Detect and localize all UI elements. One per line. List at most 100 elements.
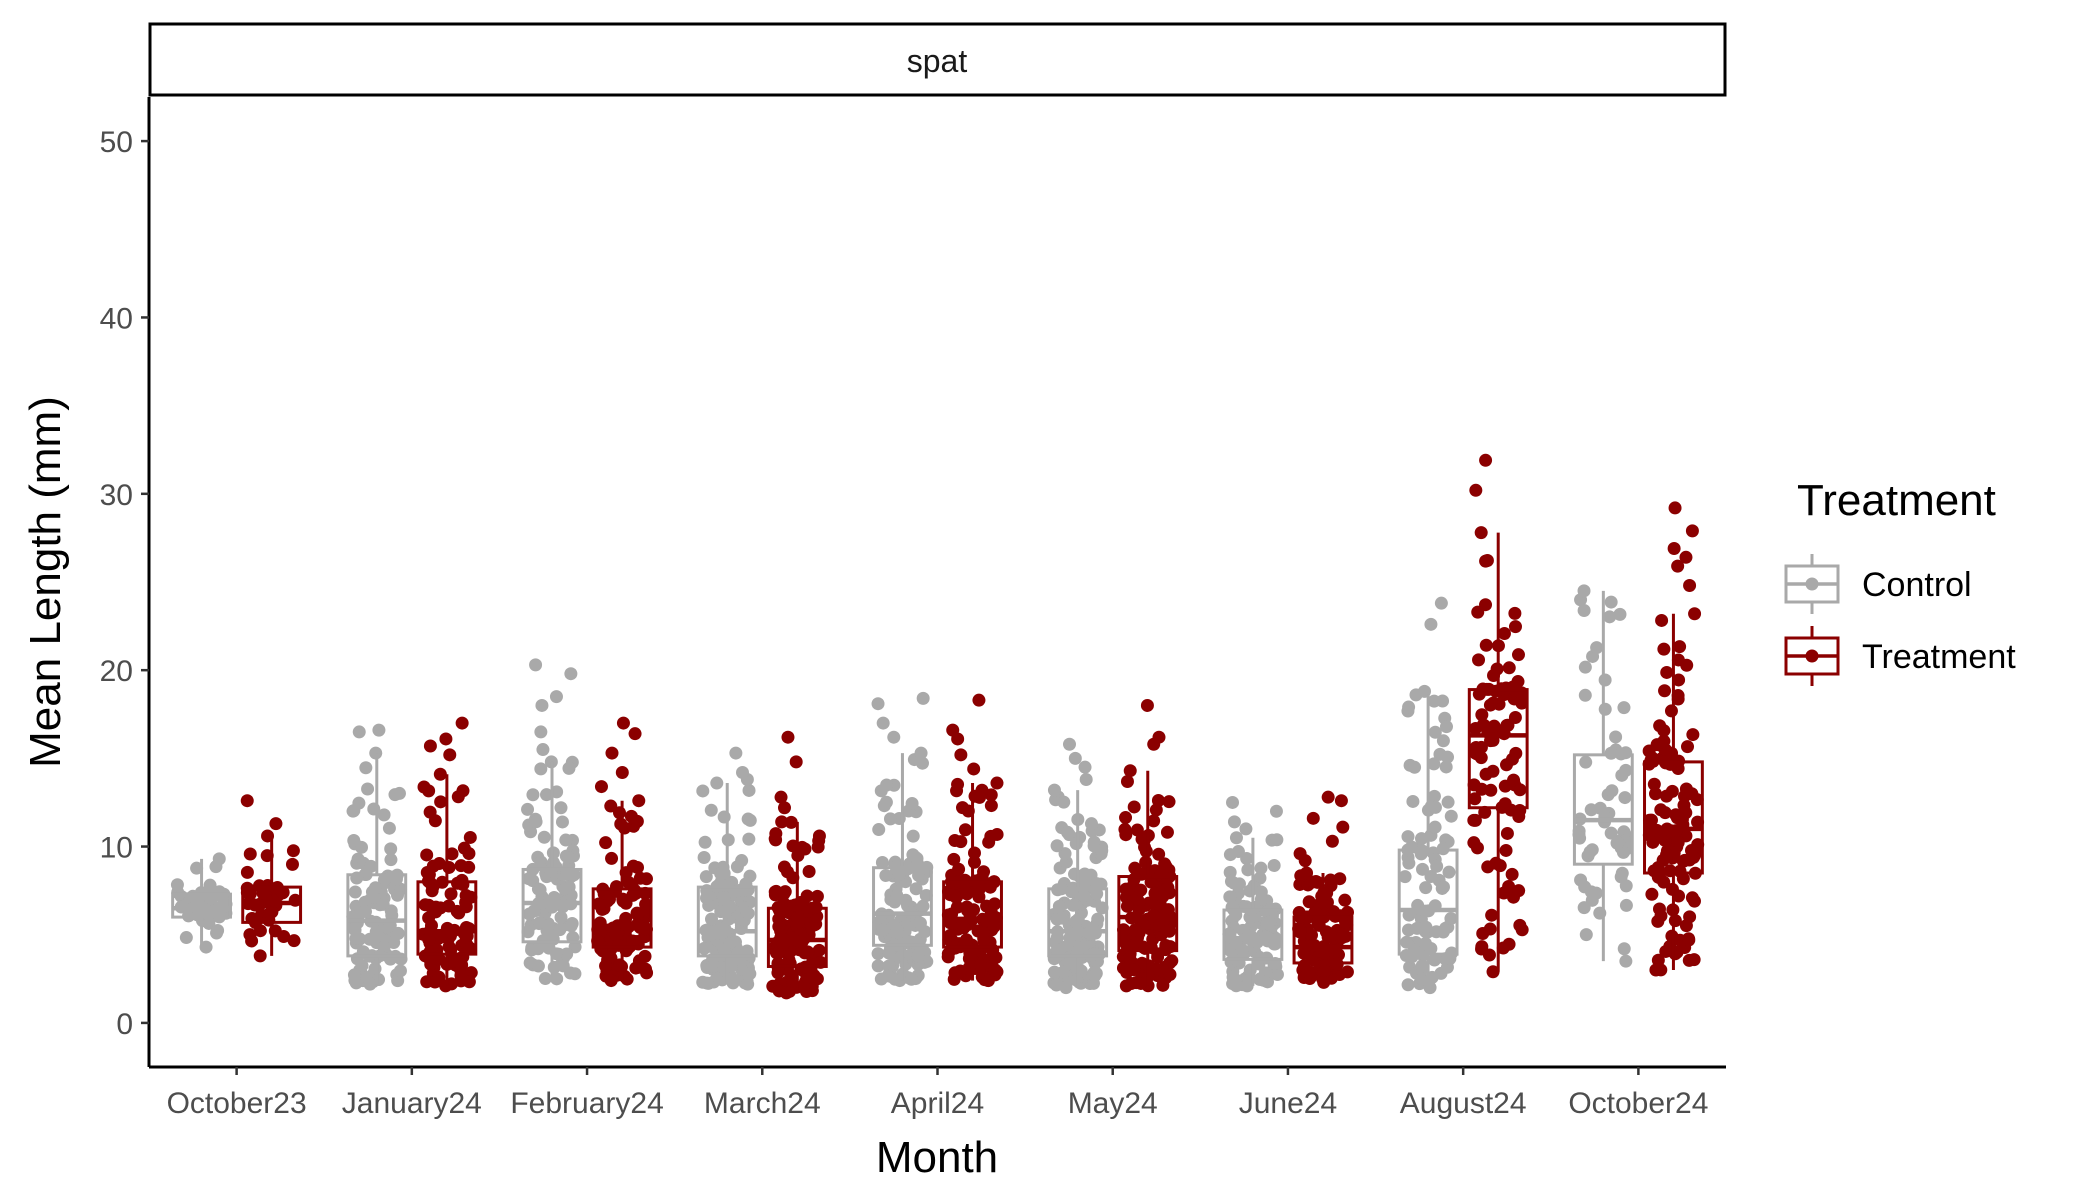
- data-point: [704, 803, 718, 817]
- data-point: [1269, 804, 1283, 818]
- data-point: [742, 832, 756, 846]
- data-point: [1468, 792, 1482, 806]
- data-point: [1673, 640, 1687, 654]
- data-point: [1669, 808, 1683, 822]
- data-point: [919, 888, 933, 902]
- data-point: [1500, 826, 1514, 840]
- data-point: [948, 966, 962, 980]
- x-axis-ticks: October23 January24 February24 March24 April…: [167, 1067, 1708, 1120]
- data-point: [1095, 844, 1109, 858]
- data-point: [1123, 951, 1137, 965]
- data-point: [609, 928, 623, 942]
- data-point: [1400, 935, 1414, 949]
- data-point: [616, 892, 630, 906]
- box-iqr: [591, 887, 653, 949]
- data-point: [1119, 811, 1133, 825]
- data-point: [1578, 660, 1592, 674]
- data-point: [1151, 794, 1165, 808]
- data-point: [560, 867, 574, 881]
- data-point: [1604, 746, 1618, 760]
- data-point: [1140, 698, 1154, 712]
- data-point: [1254, 861, 1268, 875]
- data-point: [631, 908, 645, 922]
- data-point: [1614, 870, 1628, 884]
- y-tick-label: 40: [100, 302, 133, 335]
- data-point: [1079, 773, 1093, 787]
- data-point: [1577, 901, 1591, 915]
- box-iqr: [1467, 688, 1529, 810]
- data-point: [564, 667, 578, 681]
- data-point: [352, 725, 366, 739]
- data-point: [1325, 834, 1339, 848]
- data-point: [1241, 863, 1255, 877]
- data-point: [1410, 921, 1424, 935]
- data-point: [1655, 613, 1669, 627]
- data-point: [1091, 912, 1105, 926]
- data-point: [911, 949, 925, 963]
- data-point: [1068, 751, 1082, 765]
- data-point: [871, 697, 885, 711]
- data-point: [621, 875, 635, 889]
- legend-title: Treatment: [1797, 476, 1996, 525]
- data-point: [812, 829, 826, 843]
- data-point: [536, 743, 550, 757]
- data-point: [1505, 752, 1519, 766]
- data-point: [443, 748, 457, 762]
- data-point: [1648, 787, 1662, 801]
- data-point: [1436, 734, 1450, 748]
- data-point: [1651, 953, 1665, 967]
- data-point: [1304, 928, 1318, 942]
- data-point: [1254, 892, 1268, 906]
- data-point: [1645, 887, 1659, 901]
- data-point: [887, 730, 901, 744]
- data-point: [618, 969, 632, 983]
- data-point: [892, 867, 906, 881]
- data-point: [1139, 855, 1153, 869]
- data-point: [984, 829, 998, 843]
- data-point: [253, 924, 267, 938]
- data-point: [1427, 757, 1441, 771]
- box-iqr: [1643, 760, 1704, 875]
- x-tick-label: August24: [1400, 1087, 1527, 1120]
- data-point: [810, 889, 824, 903]
- data-point: [1152, 730, 1166, 744]
- data-point: [1487, 719, 1501, 733]
- data-point: [774, 790, 788, 804]
- data-point: [916, 899, 930, 913]
- data-point: [1685, 891, 1699, 905]
- data-point: [1300, 866, 1314, 880]
- data-point: [1059, 981, 1073, 995]
- data-point: [1415, 832, 1429, 846]
- data-point: [347, 833, 361, 847]
- data-point: [562, 850, 576, 864]
- data-point: [433, 767, 447, 781]
- data-point: [1436, 925, 1450, 939]
- data-point: [1481, 860, 1495, 874]
- data-point: [1673, 864, 1687, 878]
- data-point: [1583, 845, 1597, 859]
- box-iqr: [766, 906, 828, 968]
- data-point: [1293, 847, 1307, 861]
- data-point: [368, 881, 382, 895]
- data-point: [1162, 795, 1176, 809]
- data-point: [1084, 817, 1098, 831]
- legend-item-control: Control: [1784, 554, 1972, 614]
- data-point: [592, 897, 606, 911]
- data-point: [1672, 673, 1686, 687]
- data-point: [1649, 963, 1663, 977]
- box-iqr: [1222, 908, 1284, 961]
- data-point: [1161, 871, 1175, 885]
- data-point: [1667, 541, 1681, 555]
- data-point: [1439, 760, 1453, 774]
- x-tick-label: March24: [704, 1087, 821, 1120]
- data-point: [459, 888, 473, 902]
- data-point: [871, 947, 885, 961]
- data-point: [456, 784, 470, 798]
- data-point: [521, 802, 535, 816]
- data-point: [1683, 910, 1697, 924]
- data-point: [1578, 688, 1592, 702]
- legend-item-treatment: Treatment: [1784, 626, 2016, 686]
- data-point: [985, 942, 999, 956]
- data-point: [743, 967, 757, 981]
- data-point: [1441, 750, 1455, 764]
